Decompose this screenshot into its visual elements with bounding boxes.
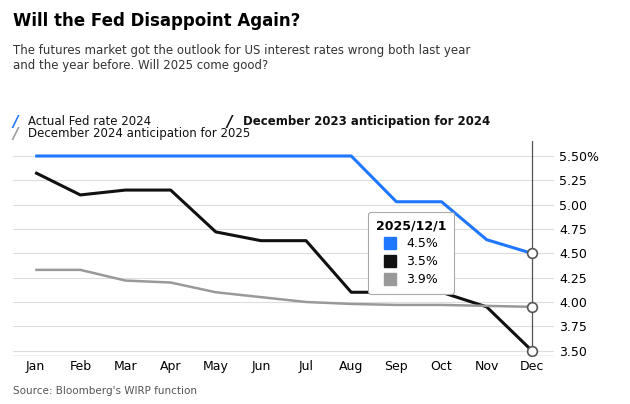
Text: The futures market got the outlook for US interest rates wrong both last year
an: The futures market got the outlook for U…: [13, 44, 470, 72]
Text: /: /: [13, 115, 18, 130]
Text: December 2024 anticipation for 2025: December 2024 anticipation for 2025: [28, 127, 251, 140]
Text: Actual Fed rate 2024: Actual Fed rate 2024: [28, 115, 151, 128]
Text: Source: Bloomberg's WIRP function: Source: Bloomberg's WIRP function: [13, 386, 197, 396]
Text: /: /: [227, 115, 232, 130]
Text: /: /: [13, 127, 18, 142]
Legend: 4.5%, 3.5%, 3.9%: 4.5%, 3.5%, 3.9%: [368, 212, 454, 294]
Text: December 2023 anticipation for 2024: December 2023 anticipation for 2024: [243, 115, 490, 128]
Text: Will the Fed Disappoint Again?: Will the Fed Disappoint Again?: [13, 12, 300, 30]
